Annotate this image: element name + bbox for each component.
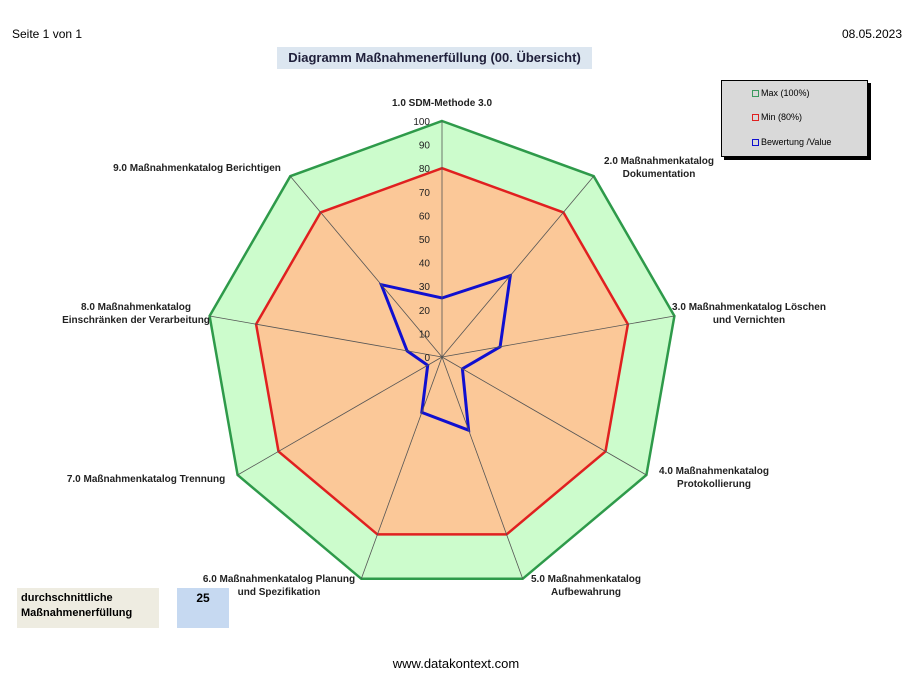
axis-label-9: 9.0 Maßnahmenkatalog Berichtigen [113,163,281,174]
axis-spoke-8 [209,315,443,358]
axis-label-line: 6.0 Maßnahmenkatalog Planung [203,574,355,585]
axis-label-4: 4.0 Maßnahmenkatalog Protokollierung [659,466,769,490]
legend-label-max: Max (100%) [761,88,810,98]
legend-swatch-max [752,89,759,97]
axis-label-line: 5.0 Maßnahmenkatalog [531,574,641,585]
legend-label-value: Bewertung /Value [761,137,832,147]
page-date: 08.05.2023 [841,27,902,41]
axis-label-8: 8.0 Maßnahmenkatalog Einschränken der Ver… [62,302,210,326]
axis-spoke-2 [441,175,595,358]
page-info: Seite 1 von 1 [12,27,83,41]
axis-label-line: 8.0 Maßnahmenkatalog [81,302,191,313]
axis-label-5: 5.0 Maßnahmenkatalog Aufbewahrung [531,574,641,598]
tick-label: 100 [413,117,430,128]
tick-label: 40 [419,259,431,270]
axis-spoke-4 [441,356,647,476]
tick-label: 50 [419,235,431,246]
axis-label-line: 9.0 Maßnahmenkatalog Berichtigen [113,163,281,174]
legend-item-max: Max (100%) [752,88,810,98]
axis-label-line: und Vernichten [713,315,785,326]
axis-label-2: 2.0 Maßnahmenkatalog Dokumentation [604,156,714,180]
tick-label: 0 [424,353,430,364]
tick-label: 90 [419,141,431,152]
axis-spoke-7 [237,356,443,476]
axis-label-6: 6.0 Maßnahmenkatalog Planung und Spezifik… [203,574,355,598]
legend-item-min: Min (80%) [752,112,802,122]
legend-swatch-min [752,113,759,121]
average-fulfillment-label: durchschnittliche Maßnahmenerfüllung [17,588,159,628]
axis-label-7: 7.0 Maßnahmenkatalog Trennung [67,474,225,485]
tick-label: 70 [419,188,431,199]
axis-spoke-9 [289,175,443,358]
axis-label-line: 4.0 Maßnahmenkatalog [659,466,769,477]
tick-label: 20 [419,306,431,317]
axis-label-line: Protokollierung [677,479,751,490]
axis-spoke-3 [441,315,675,358]
series-value [378,273,513,433]
axis-label-line: 7.0 Maßnahmenkatalog Trennung [67,474,225,485]
legend-swatch-value [752,138,759,146]
legend-label-min: Min (80%) [761,112,803,122]
axis-label-line: 1.0 SDM-Methode 3.0 [392,98,492,109]
axis-label-line: 2.0 Maßnahmenkatalog [604,156,714,167]
chart-title: Diagramm Maßnahmenerfüllung (00. Übersic… [277,47,592,69]
legend: Max (100%) Min (80%) Bewertung /Value [721,80,868,157]
axis-spoke-5 [441,356,524,579]
axis-label-line: Einschränken der Verarbeitung [62,315,210,326]
tick-label: 80 [419,164,431,175]
tick-label: 60 [419,211,431,222]
axis-label-line: und Spezifikation [238,587,321,598]
legend-item-value: Bewertung /Value [752,137,831,147]
average-label-line1: durchschnittliche [21,592,113,604]
footer-url: www.datakontext.com [392,656,520,671]
axis-label-3: 3.0 Maßnahmenkatalog Löschen und Vernicht… [672,302,826,326]
axis-label-1: 1.0 SDM-Methode 3.0 [392,98,492,109]
axis-label-line: 3.0 Maßnahmenkatalog Löschen [672,302,826,313]
tick-label: 10 [419,329,431,340]
axis-spoke-6 [360,356,443,579]
tick-label: 30 [419,282,431,293]
axis-label-line: Aufbewahrung [551,587,621,598]
average-fulfillment-value: 25 [177,588,229,628]
axis-label-line: Dokumentation [623,169,696,180]
average-label-line2: Maßnahmenerfüllung [21,607,133,619]
